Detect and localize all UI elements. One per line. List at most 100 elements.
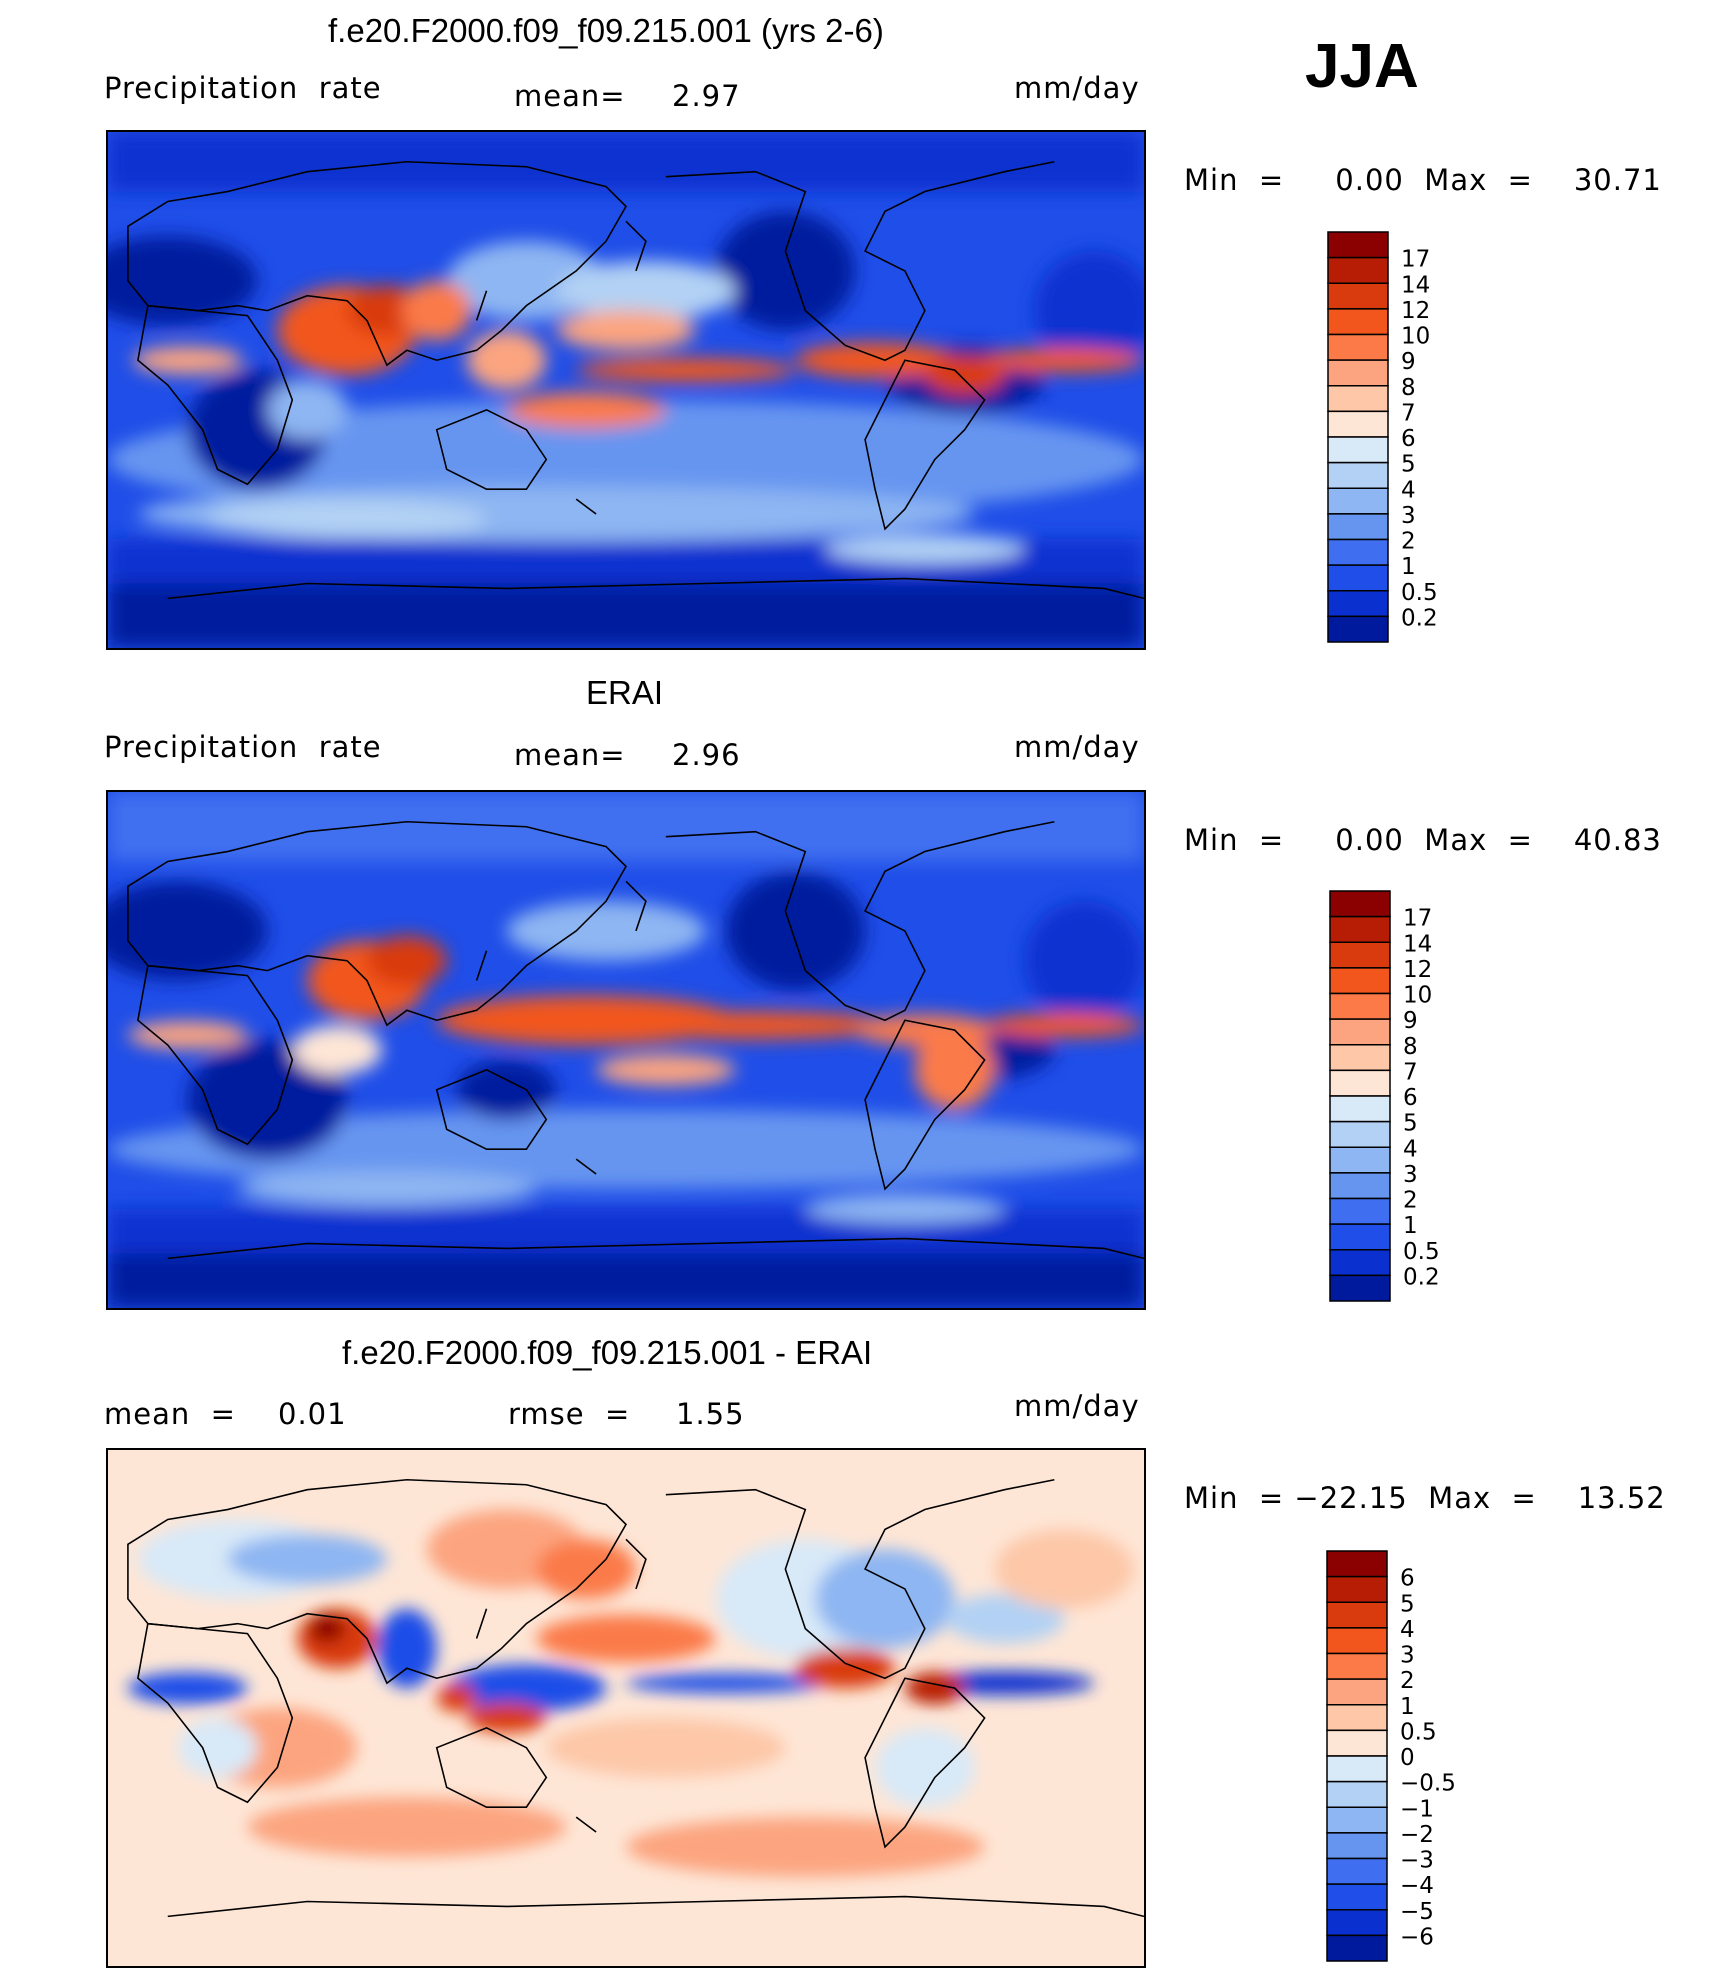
panel-3-units: mm/day <box>1014 1389 1140 1423</box>
colorbar-swatch <box>1329 967 1391 995</box>
colorbar-tick-label: 6 <box>1401 426 1416 452</box>
panel-2-mean-label: mean= <box>514 738 626 772</box>
colorbar-tick-label: 0.2 <box>1401 605 1438 631</box>
colorbar-tick-label: 5 <box>1400 1591 1415 1617</box>
colorbar-swatch <box>1327 410 1389 438</box>
colorbar-swatch <box>1327 231 1389 259</box>
colorbar-swatch <box>1326 1550 1388 1578</box>
colorbar-swatch <box>1326 1601 1388 1629</box>
panel-2-title: ERAI <box>586 674 664 711</box>
colorbar-tick-label: 9 <box>1403 1008 1418 1034</box>
colorbar-swatch <box>1329 1095 1391 1123</box>
colorbar-tick-label: 2 <box>1403 1188 1418 1214</box>
colorbar-swatch <box>1326 1575 1388 1603</box>
colorbar-swatch <box>1327 461 1389 489</box>
colorbar-swatch <box>1327 590 1389 618</box>
colorbar-swatch <box>1327 564 1389 592</box>
colorbar-tick-label: 0.5 <box>1400 1719 1437 1745</box>
colorbar-tick-label: 6 <box>1403 1085 1418 1111</box>
panel-2-variable-label: Precipitation rate <box>104 730 382 764</box>
colorbar-swatch <box>1327 385 1389 413</box>
colorbar-tick-label: −2 <box>1400 1822 1434 1848</box>
colorbar-swatch <box>1329 1018 1391 1046</box>
panel-1-map <box>106 130 1146 650</box>
colorbar-tick-label: −5 <box>1400 1899 1434 1925</box>
panel-3-map <box>106 1448 1146 1968</box>
colorbar-swatch <box>1326 1652 1388 1680</box>
colorbar-tick-label: −6 <box>1400 1924 1434 1950</box>
colorbar-tick-label: 4 <box>1403 1136 1418 1162</box>
colorbar-swatch <box>1327 256 1389 284</box>
colorbar-tick-label: 7 <box>1401 400 1416 426</box>
panel-1-variable-label: Precipitation rate <box>104 71 382 105</box>
colorbar-swatch <box>1329 915 1391 943</box>
colorbar-swatch <box>1329 1197 1391 1225</box>
colorbar-tick-label: −0.5 <box>1400 1771 1456 1797</box>
panel-3-rmse-label: rmse = <box>508 1397 631 1431</box>
colorbar-swatch <box>1326 1729 1388 1757</box>
colorbar-tick-label: 4 <box>1400 1617 1415 1643</box>
panel-1-mean-value: 2.97 <box>672 79 741 113</box>
panel-2-map <box>106 790 1146 1310</box>
colorbar-swatch <box>1329 1044 1391 1072</box>
colorbar-tick-label: 8 <box>1401 375 1416 401</box>
colorbar-swatch <box>1327 487 1389 515</box>
colorbar-tick-label: 1 <box>1401 554 1416 580</box>
colorbar-swatch <box>1329 890 1391 918</box>
colorbar-swatch <box>1326 1934 1388 1962</box>
colorbar-swatch <box>1329 941 1391 969</box>
colorbar-tick-label: 0.2 <box>1403 1264 1440 1290</box>
colorbar-swatch <box>1327 615 1389 643</box>
panel-3-minmax: Min = −22.15 Max = 13.52 <box>1184 1481 1666 1515</box>
colorbar-swatch <box>1327 333 1389 361</box>
colorbar-swatch <box>1326 1704 1388 1732</box>
panel-2-units: mm/day <box>1014 730 1140 764</box>
colorbar-swatch <box>1329 1146 1391 1174</box>
colorbar-tick-label: 14 <box>1401 272 1430 298</box>
colorbar-tick-label: 0.5 <box>1403 1239 1440 1265</box>
colorbar-tick-label: 3 <box>1403 1162 1418 1188</box>
colorbar-tick-label: 10 <box>1403 983 1432 1009</box>
colorbar-tick-label: −1 <box>1400 1796 1434 1822</box>
panel-1-mean-label: mean= <box>514 79 626 113</box>
colorbar-swatch <box>1326 1806 1388 1834</box>
colorbar-swatch <box>1326 1755 1388 1783</box>
colorbar-tick-label: 12 <box>1401 298 1430 324</box>
colorbar-swatch <box>1329 1069 1391 1097</box>
panel-3-mean-label: mean = <box>104 1397 236 1431</box>
colorbar-tick-label: 3 <box>1401 503 1416 529</box>
colorbar-swatch <box>1326 1857 1388 1885</box>
colorbar-tick-label: 7 <box>1403 1059 1418 1085</box>
colorbar-tick-label: −3 <box>1400 1848 1434 1874</box>
colorbar-tick-label: 10 <box>1401 324 1430 350</box>
panel-1-precip-field <box>108 132 1144 648</box>
colorbar-tick-label: 4 <box>1401 477 1416 503</box>
colorbar-swatch <box>1329 1172 1391 1200</box>
colorbar-tick-label: 1 <box>1400 1694 1415 1720</box>
colorbar-tick-label: 2 <box>1401 529 1416 555</box>
colorbar-swatch <box>1326 1909 1388 1937</box>
panel-2-coastlines <box>127 820 1144 1260</box>
season-label: JJA <box>1305 32 1419 101</box>
colorbar-swatch <box>1326 1780 1388 1808</box>
panel-3-difference-field <box>127 1509 1135 1877</box>
colorbar-swatch <box>1327 538 1389 566</box>
colorbar-swatch <box>1326 1883 1388 1911</box>
colorbar-tick-label: 6 <box>1400 1566 1415 1592</box>
colorbar-swatch <box>1327 513 1389 541</box>
panel-2-mean-value: 2.96 <box>672 738 741 772</box>
colorbar-swatch <box>1326 1832 1388 1860</box>
colorbar-tick-label: 17 <box>1403 906 1432 932</box>
panel-2-minmax: Min = 0.00 Max = 40.83 <box>1184 823 1662 857</box>
colorbar-swatch <box>1329 1274 1391 1302</box>
colorbar-swatch <box>1329 1223 1391 1251</box>
colorbar-tick-label: 12 <box>1403 957 1432 983</box>
colorbar-tick-label: 14 <box>1403 931 1432 957</box>
colorbar-tick-label: 9 <box>1401 349 1416 375</box>
panel-3-mean-value: 0.01 <box>278 1397 347 1431</box>
colorbar-swatch <box>1329 992 1391 1020</box>
colorbar-tick-label: −4 <box>1400 1873 1434 1899</box>
